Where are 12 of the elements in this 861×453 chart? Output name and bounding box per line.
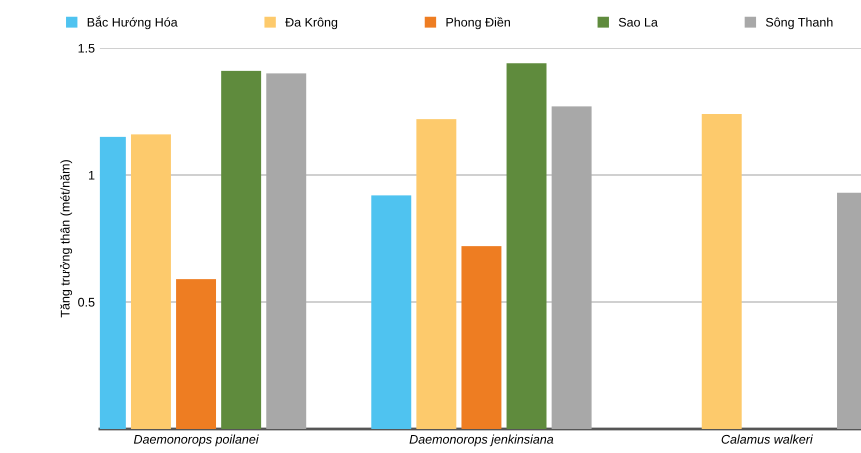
legend-label: Sao La xyxy=(618,18,658,27)
y-axis-title: Tăng trưởng thân (mét/năm) xyxy=(60,160,72,318)
y-tick-label: 0.5 xyxy=(78,298,94,307)
y-tick-label: 1 xyxy=(89,170,94,180)
y-tick-label: 1.5 xyxy=(78,44,94,53)
x-tick-label: Daemonorops jenkinsiana xyxy=(410,434,554,446)
legend-label: Bắc Hướng Hóa xyxy=(88,16,178,30)
legend-label: Sông Thanh xyxy=(766,17,832,30)
legend-label: Phong Điền xyxy=(446,16,510,30)
x-tick-label: Calamus walkeri xyxy=(722,434,813,444)
x-tick-label: Daemonorops poilanei xyxy=(134,434,259,446)
legend-label: Đa Krông xyxy=(285,17,338,30)
